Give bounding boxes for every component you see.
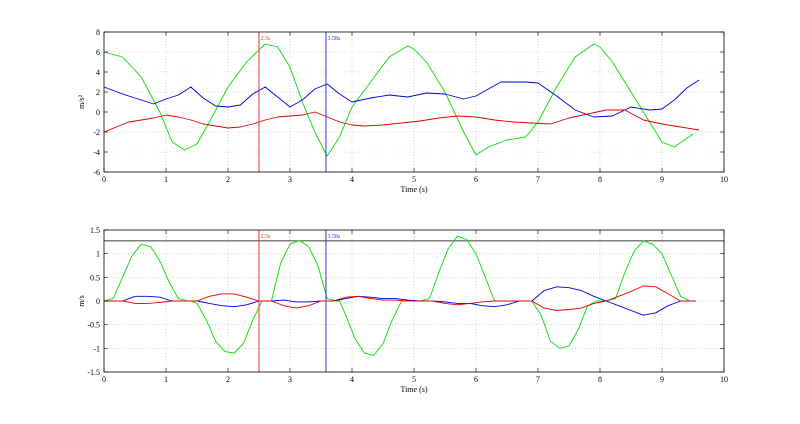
y-tick-label: 2 [96, 88, 100, 97]
x-tick-label: 10 [720, 175, 728, 184]
x-tick-label: 8 [598, 375, 602, 384]
x-tick-label: 4 [350, 375, 354, 384]
y-tick-label: -6 [93, 168, 100, 177]
x-tick-label: 0 [102, 375, 106, 384]
x-tick-label: 3 [288, 175, 292, 184]
x-tick-label: 3 [288, 375, 292, 384]
y-tick-label: 8 [96, 28, 100, 37]
x-tick-label: 6 [474, 175, 478, 184]
y-tick-label: 0 [96, 108, 100, 117]
x-tick-label: 7 [536, 375, 540, 384]
x-tick-label: 9 [660, 175, 664, 184]
x-tick-label: 0 [102, 175, 106, 184]
acceleration-plot: 2.5s 3.58s 0 1 2 3 4 5 6 7 8 9 10 -6 -4 -2 0 2 4 6 8 Time (s)… [77, 28, 728, 194]
time-marker-label: 2.5s [261, 36, 272, 42]
x-tick-label: 5 [412, 175, 416, 184]
series-line-blue [104, 286, 697, 316]
x-tick-label: 8 [598, 175, 602, 184]
velocity-plot: 2.5s 3.58s 0 1 2 3 4 5 6 7 8 9 10 -1.5 -1 -0.5 0 0.5 1 1.5 T… [77, 226, 728, 394]
x-tick-label: 4 [350, 175, 354, 184]
series-line-red [103, 109, 700, 133]
y-tick-label: 6 [96, 48, 100, 57]
y-axis-label: m/s [77, 295, 86, 307]
series-line-red [104, 285, 697, 311]
time-marker-label: 3.58s [327, 36, 341, 42]
time-marker-label: 3.58s [327, 234, 341, 240]
y-tick-label: -1.5 [87, 368, 100, 377]
x-tick-label: 7 [536, 175, 540, 184]
time-marker-label: 2.5s [261, 234, 272, 240]
series-line-green [103, 235, 697, 356]
x-tick-label: 6 [474, 375, 478, 384]
y-tick-label: 0.5 [90, 273, 100, 282]
x-tick-label: 2 [226, 175, 230, 184]
x-tick-label: 9 [660, 375, 664, 384]
x-tick-label: 2 [226, 375, 230, 384]
y-axis-label: m/s² [77, 94, 86, 109]
series-line-blue [103, 79, 700, 118]
y-tick-label: 4 [96, 68, 100, 77]
x-axis-label: Time (s) [400, 385, 427, 394]
x-tick-label: 5 [412, 375, 416, 384]
y-tick-label: -1 [93, 344, 100, 353]
y-tick-label: -2 [93, 128, 100, 137]
y-tick-label: -0.5 [87, 321, 100, 330]
y-tick-label: -4 [93, 148, 100, 157]
x-tick-label: 1 [164, 175, 168, 184]
x-tick-label: 1 [164, 375, 168, 384]
y-tick-label: 0 [96, 297, 100, 306]
y-tick-label: 1.5 [90, 226, 100, 235]
x-tick-label: 10 [720, 375, 728, 384]
x-axis-label: Time (s) [400, 185, 427, 194]
series-line-green [103, 43, 694, 157]
y-tick-label: 1 [96, 250, 100, 259]
